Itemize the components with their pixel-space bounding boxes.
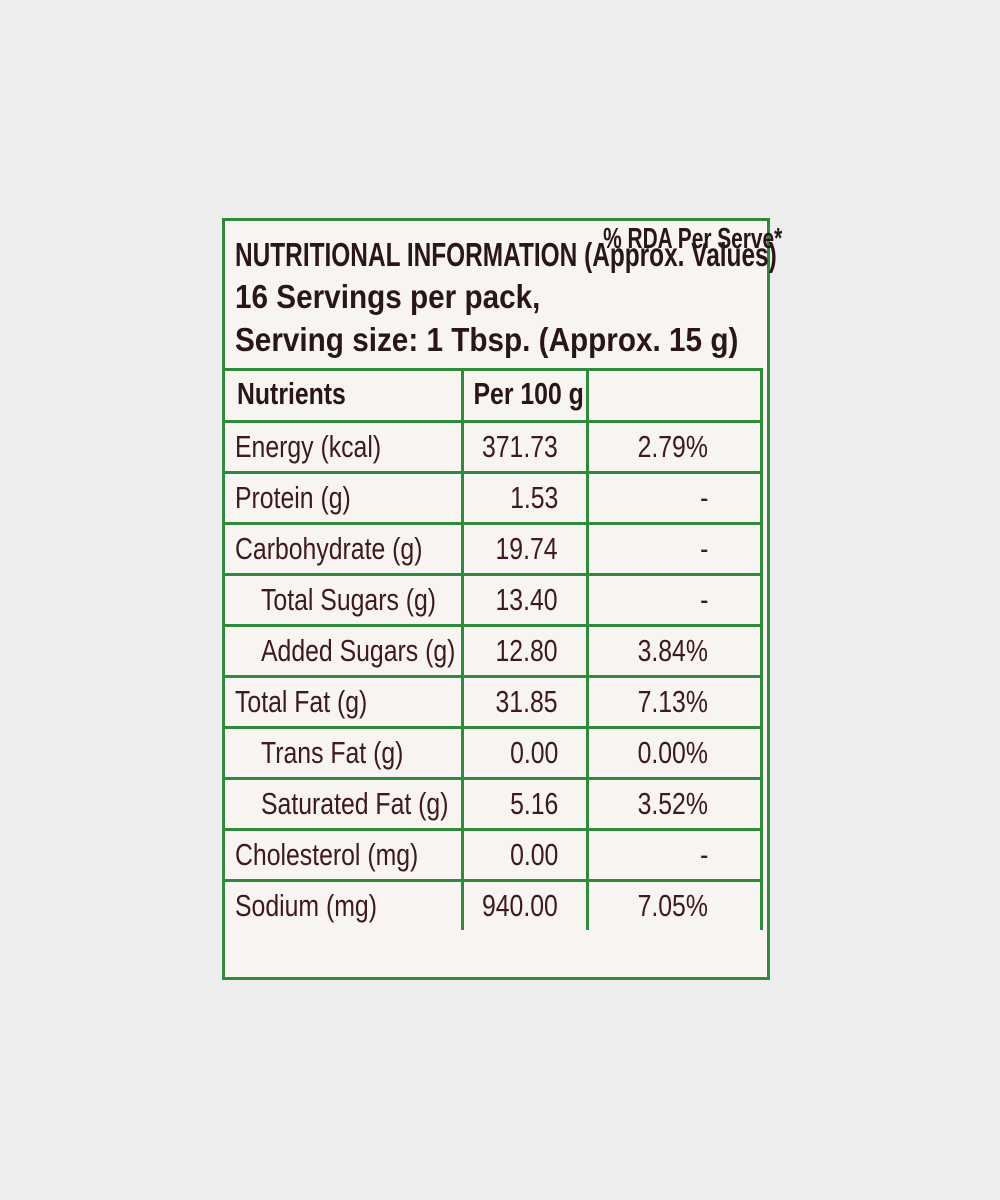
per-100g-value: 940.00 [482, 888, 558, 923]
table-rule [225, 368, 760, 371]
row-rule [225, 624, 760, 627]
row-rule [225, 726, 760, 729]
per-100g-value: 1.53 [509, 480, 558, 515]
column-rule [586, 368, 589, 930]
rda-value: - [699, 837, 708, 872]
servings: 16 Servings per pack, [235, 278, 541, 315]
per-100g-value: 0.00 [509, 735, 558, 770]
row-rule [225, 777, 760, 780]
nutrient-name: Cholesterol (mg) [235, 837, 419, 872]
per-100g-value: 12.80 [495, 633, 558, 668]
nutrient-name: Sodium (mg) [235, 888, 377, 923]
rda-value: 7.13% [637, 684, 708, 719]
rda-value: 3.84% [637, 633, 708, 668]
rda-value: 2.79% [637, 429, 708, 464]
label-title: NUTRITIONAL INFORMATION (Approx. Values) [235, 236, 777, 273]
column-rule [461, 368, 464, 930]
nutrient-name: Protein (g) [235, 480, 351, 515]
column-header: Per 100 g [473, 376, 584, 411]
per-100g-value: 371.73 [482, 429, 558, 464]
column-header: % RDA Per Serve* [603, 223, 783, 255]
row-rule [225, 675, 760, 678]
row-rule [225, 879, 760, 882]
row-rule [225, 828, 760, 831]
per-100g-value: 0.00 [509, 837, 558, 872]
nutrition-label: NUTRITIONAL INFORMATION (Approx. Values)… [222, 218, 783, 980]
nutrient-name: Total Fat (g) [235, 684, 368, 719]
row-rule [225, 573, 760, 576]
per-100g-value: 31.85 [495, 684, 558, 719]
column-header: Nutrients [237, 376, 346, 411]
nutrient-name: Carbohydrate (g) [235, 531, 423, 566]
serving-size: Serving size: 1 Tbsp. (Approx. 15 g) [235, 321, 739, 358]
row-rule [225, 471, 760, 474]
rda-value: 7.05% [637, 888, 708, 923]
nutrient-name: Trans Fat (g) [261, 735, 404, 770]
row-rule [225, 522, 760, 525]
row-rule [225, 420, 760, 423]
rda-value: 3.52% [637, 786, 708, 821]
nutrient-name: Saturated Fat (g) [261, 786, 449, 821]
column-rule [760, 368, 763, 930]
rda-value: - [699, 531, 708, 566]
per-100g-value: 13.40 [495, 582, 558, 617]
nutrient-name: Total Sugars (g) [261, 582, 437, 617]
per-100g-value: 5.16 [509, 786, 558, 821]
rda-value: 0.00% [637, 735, 708, 770]
rda-value: - [699, 480, 708, 515]
nutrient-name: Energy (kcal) [235, 429, 382, 464]
nutrient-name: Added Sugars (g) [261, 633, 456, 668]
per-100g-value: 19.74 [495, 531, 558, 566]
rda-value: - [699, 582, 708, 617]
